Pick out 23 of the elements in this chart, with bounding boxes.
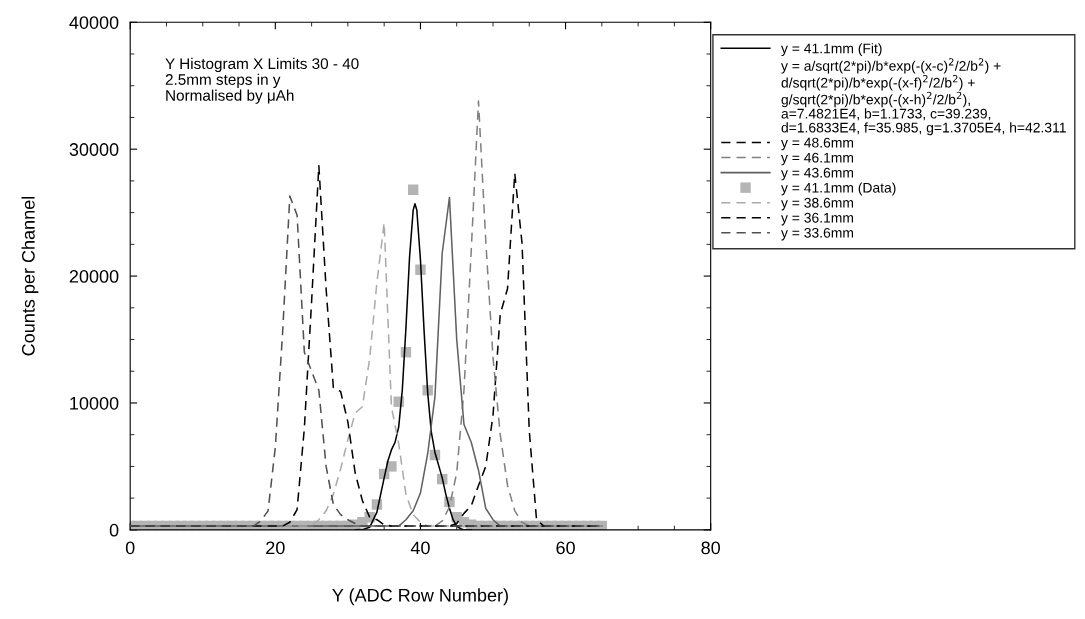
y-tick-label: 20000 bbox=[69, 270, 119, 283]
y-tick-label: 0 bbox=[109, 523, 119, 537]
x-tick-label: 80 bbox=[701, 541, 721, 555]
annotation: Y Histogram X Limits 30 - 40 bbox=[165, 57, 359, 73]
x-tick-label: 60 bbox=[556, 541, 575, 555]
x-tick-label: 40 bbox=[410, 541, 430, 555]
y-tick-label: 30000 bbox=[69, 143, 119, 156]
annotation: Normalised by μAh bbox=[166, 89, 294, 104]
legend-label: y = 36.1mm bbox=[781, 212, 854, 226]
legend-label: y = 46.1mm bbox=[781, 152, 854, 166]
legend-label: y = 48.6mm bbox=[781, 137, 854, 151]
x-axis-title: Y (ADC Row Number) bbox=[332, 588, 508, 606]
legend-label: y = 33.6mm bbox=[781, 227, 854, 241]
legend-label: y = 41.1mm (Fit) bbox=[781, 43, 882, 57]
annotation: 2.5mm steps in y bbox=[165, 73, 281, 88]
x-tick-label: 0 bbox=[125, 541, 135, 555]
x-tick-label: 20 bbox=[266, 541, 285, 555]
legend-label: y = 41.1mm (Data) bbox=[781, 182, 896, 196]
legend-label: y = 43.6mm bbox=[781, 167, 854, 181]
y-tick-label: 10000 bbox=[70, 396, 119, 410]
legend-label: y = 38.6mm bbox=[781, 197, 854, 211]
y-axis-title: Counts per Channel bbox=[21, 196, 39, 356]
y-tick-label: 40000 bbox=[69, 16, 119, 29]
